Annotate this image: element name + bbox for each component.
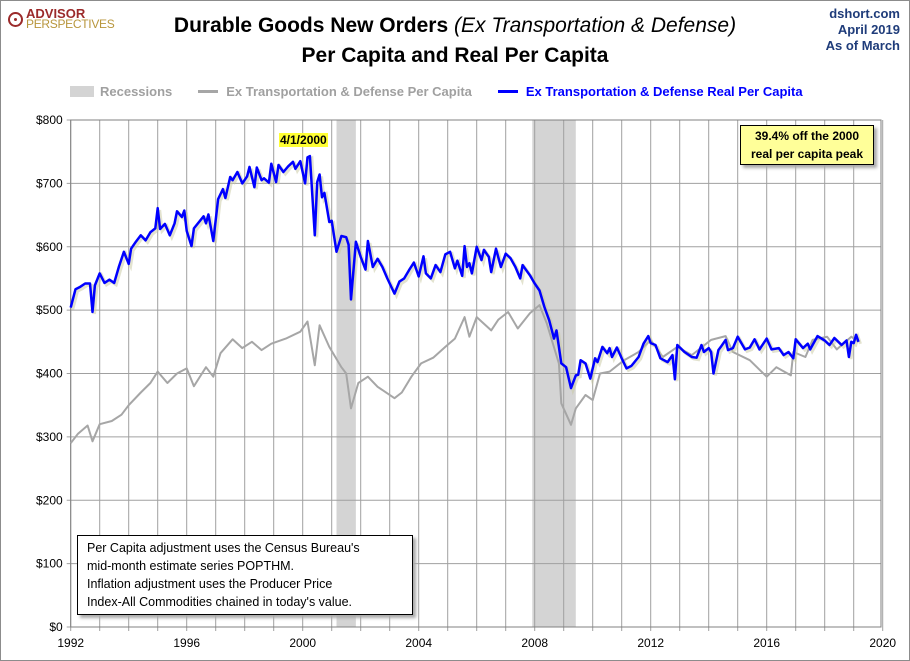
legend-swatch-real — [497, 90, 518, 93]
peak-callout: 39.4% off the 2000 real per capita peak — [740, 125, 874, 165]
x-tick-label: 2016 — [753, 636, 780, 650]
x-tick-label: 1992 — [57, 636, 84, 650]
y-tick-label: $800 — [36, 113, 63, 127]
y-tick-label: $0 — [49, 620, 63, 634]
legend-swatch-nominal — [198, 90, 219, 93]
chart-title: Durable Goods New Orders (Ex Transportat… — [0, 14, 910, 38]
source-asof: As of March — [825, 38, 900, 53]
series-shadow — [71, 155, 862, 396]
series-real-per-capita-line — [69, 154, 860, 390]
peak-date-label: 4/1/2000 — [279, 133, 328, 147]
title-main: Durable Goods New Orders — [173, 14, 454, 37]
advisor-perspectives-logo: ADVISOR PERSPECTIVES — [8, 6, 115, 31]
legend-swatch-recessions — [70, 86, 94, 97]
legend-label-recessions: Recessions — [100, 84, 173, 99]
x-tick-label: 2012 — [637, 636, 664, 650]
plot-border — [70, 119, 882, 628]
callout-line1: 39.4% off the 2000 — [754, 129, 860, 143]
y-tick-label: $100 — [36, 557, 63, 571]
logo-line1: ADVISOR — [26, 6, 86, 21]
source-info: dshort.com April 2019 As of March — [826, 6, 900, 54]
note-line: Index-All Commodities chained in today's… — [87, 595, 353, 609]
x-tick-label: 2020 — [869, 636, 896, 650]
y-tick-label: $300 — [36, 430, 63, 444]
methodology-note: Per Capita adjustment uses the Census Bu… — [77, 535, 413, 615]
legend-label-nominal: Ex Transportation & Defense Per Capita — [226, 84, 472, 99]
y-tick-label: $500 — [36, 303, 63, 317]
logo-line2: PERSPECTIVES — [26, 17, 115, 31]
legend-label-real: Ex Transportation & Defense Real Per Cap… — [525, 84, 803, 99]
y-tick-label: $400 — [36, 367, 63, 381]
source-site: dshort.com — [829, 6, 900, 21]
y-tick-label: $600 — [36, 240, 63, 254]
note-line: Inflation adjustment uses the Producer P… — [87, 577, 333, 591]
x-tick-label: 2000 — [289, 636, 316, 650]
y-tick-label: $700 — [36, 176, 63, 190]
title-italic: (Ex Transportation & Defense) — [454, 14, 737, 37]
callout-line2: real per capita peak — [750, 147, 864, 161]
compass-icon — [8, 11, 23, 27]
legend-real: Ex Transportation & Defense Real Per Cap… — [497, 84, 803, 99]
y-tick-label: $200 — [36, 493, 63, 507]
source-date: April 2019 — [837, 22, 900, 37]
note-line: Per Capita adjustment uses the Census Bu… — [87, 541, 360, 555]
legend-recessions: Recessions — [70, 84, 172, 99]
x-tick-label: 1996 — [173, 636, 200, 650]
legend: Recessions Ex Transportation & Defense P… — [70, 84, 829, 99]
chart-subtitle: Per Capita and Real Per Capita — [301, 44, 609, 67]
legend-nominal: Ex Transportation & Defense Per Capita — [198, 84, 472, 99]
x-tick-label: 2008 — [521, 636, 548, 650]
series-per-capita-line — [69, 304, 860, 444]
note-line: mid-month estimate series POPTHM. — [87, 559, 294, 573]
x-tick-label: 2004 — [405, 636, 432, 650]
